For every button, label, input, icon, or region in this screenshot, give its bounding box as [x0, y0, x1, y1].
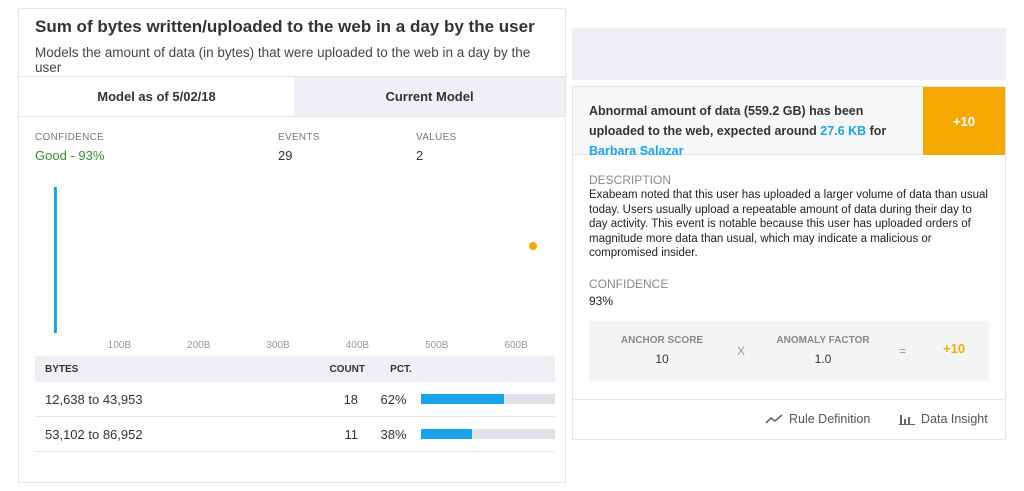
pct-bar-fill — [421, 394, 505, 404]
rule-definition-label: Rule Definition — [789, 412, 871, 426]
confidence-stat: CONFIDENCE Good - 93% — [35, 132, 104, 163]
x-tick-label-2: 300B — [266, 340, 290, 351]
pct-bar-track — [421, 394, 555, 404]
times-operator: X — [737, 344, 746, 358]
anchor-score-label: ANCHOR SCORE — [620, 335, 704, 346]
header-bytes[interactable]: BYTES — [45, 363, 79, 375]
row-bar — [417, 429, 555, 439]
equals-operator: = — [899, 344, 907, 358]
model-title: Sum of bytes written/uploaded to the web… — [35, 17, 535, 36]
model-panel: Sum of bytes written/uploaded to the web… — [18, 8, 566, 483]
x-tick-label-1: 200B — [187, 340, 211, 351]
row-pct: 62% — [380, 391, 407, 407]
pct-bar-track — [421, 429, 555, 439]
model-subtitle: Models the amount of data (in bytes) tha… — [35, 45, 531, 75]
bytes-table: BYTES COUNT PCT. 12,638 to 43,953 18 62%… — [35, 356, 555, 452]
anchor-score-value: 10 — [655, 352, 669, 366]
anomaly-factor: ANOMALY FACTOR 1.0 — [757, 335, 889, 366]
alert-text: Abnormal amount of data (559.2 GB) has b… — [589, 101, 909, 161]
tab-current-model[interactable]: Current Model — [294, 77, 565, 116]
values-value: 2 — [416, 148, 424, 163]
formula-result: +10 — [943, 341, 966, 356]
anomaly-factor-value: 1.0 — [814, 352, 832, 366]
current-value-point[interactable] — [529, 242, 537, 250]
rule-definition-link[interactable]: Rule Definition — [765, 412, 870, 426]
alert-panel: Abnormal amount of data (559.2 GB) has b… — [572, 28, 1006, 440]
tab-model-as-of[interactable]: Model as of 5/02/18 — [19, 77, 294, 116]
events-stat: EVENTS 29 — [278, 132, 320, 163]
risk-score-badge: +10 — [923, 87, 1005, 155]
anchor-score: ANCHOR SCORE 10 — [589, 335, 735, 366]
data-insight-label: Data Insight — [921, 412, 988, 426]
histogram-bar-0[interactable] — [53, 187, 57, 333]
histogram-svg: 100B 200B 300B 400B 500B 600B — [53, 187, 537, 351]
alert-text-before: Abnormal amount of data (559.2 GB) has b… — [589, 104, 864, 138]
confidence-value: Good - 93% — [35, 148, 105, 163]
alert-summary: Abnormal amount of data (559.2 GB) has b… — [573, 87, 1005, 158]
anomaly-factor-label: ANOMALY FACTOR — [776, 335, 870, 346]
alert-panel-header-bar — [572, 28, 1006, 80]
header-pct[interactable]: PCT. — [390, 363, 412, 375]
row-bytes: 53,102 to 86,952 — [45, 426, 143, 442]
row-count: 11 — [344, 426, 359, 442]
description-label: DESCRIPTION — [589, 173, 672, 187]
alert-footer: Rule Definition Data Insight — [573, 399, 1005, 439]
x-tick-label-5: 600B — [504, 340, 528, 351]
alert-card: Abnormal amount of data (559.2 GB) has b… — [572, 86, 1006, 440]
values-stat: VALUES 2 — [416, 132, 457, 163]
histogram-chart: 100B 200B 300B 400B 500B 600B — [35, 177, 555, 357]
bar-chart-icon — [899, 415, 915, 425]
row-bar — [417, 394, 555, 404]
description-text: Exabeam noted that this user has uploade… — [589, 189, 988, 259]
data-insight-link[interactable]: Data Insight — [899, 412, 988, 426]
model-header: Sum of bytes written/uploaded to the web… — [19, 9, 565, 77]
trend-line-icon — [765, 414, 783, 424]
x-tick-label-4: 500B — [425, 340, 449, 351]
row-bytes: 12,638 to 43,953 — [45, 391, 143, 407]
header-count[interactable]: COUNT — [329, 363, 365, 375]
table-row: 53,102 to 86,952 11 38% — [35, 417, 555, 452]
values-label: VALUES — [416, 132, 457, 143]
row-count: 18 — [343, 391, 359, 407]
confidence-label: CONFIDENCE — [35, 132, 105, 143]
table-row: 12,638 to 43,953 18 62% — [35, 382, 555, 417]
model-tabs: Model as of 5/02/18 Current Model — [19, 77, 565, 117]
expected-value-link[interactable]: 27.6 KB — [820, 124, 867, 138]
x-tick-label-3: 400B — [346, 340, 370, 351]
row-pct: 38% — [380, 426, 407, 442]
confidence-value: 93% — [589, 294, 614, 308]
confidence-label: CONFIDENCE — [589, 277, 669, 291]
user-link[interactable]: Barbara Salazar — [589, 144, 684, 158]
alert-text-mid: for — [866, 124, 887, 138]
pct-bar-fill — [421, 429, 472, 439]
score-formula: ANCHOR SCORE 10 X ANOMALY FACTOR 1.0 = +… — [589, 321, 989, 381]
model-stats: CONFIDENCE Good - 93% EVENTS 29 VALUES 2 — [35, 132, 555, 172]
events-label: EVENTS — [278, 132, 320, 143]
events-value: 29 — [278, 148, 293, 163]
table-header: BYTES COUNT PCT. — [35, 356, 555, 382]
x-tick-label-0: 100B — [108, 340, 132, 351]
